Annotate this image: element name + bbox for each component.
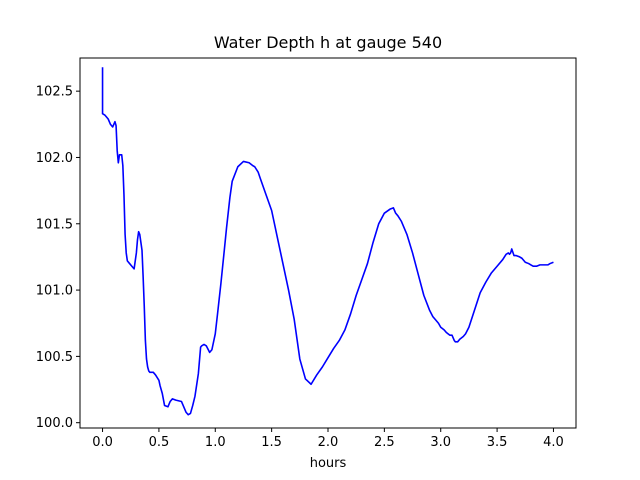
chart-title: Water Depth h at gauge 540 — [214, 33, 442, 52]
x-tick-label: 0.5 — [149, 435, 170, 450]
y-tick-label: 102.5 — [36, 85, 73, 100]
y-tick-label: 100.5 — [36, 350, 73, 365]
y-tick-label: 101.0 — [36, 284, 73, 299]
x-tick-label: 0.0 — [92, 435, 113, 450]
plot-area — [101, 67, 554, 416]
x-tick-label: 3.0 — [430, 435, 451, 450]
x-tick-label: 1.0 — [205, 435, 226, 450]
y-tick-label: 100.0 — [36, 416, 73, 431]
series-line-0 — [101, 67, 554, 416]
x-tick-label: 2.5 — [374, 435, 395, 450]
x-tick-label: 3.5 — [487, 435, 508, 450]
y-tick-label: 101.5 — [36, 217, 73, 232]
x-axis-ticks: 0.0 0.5 1.0 1.5 2.0 2.5 3.0 3.5 4.0 — [92, 428, 564, 450]
y-tick-label: 102.0 — [36, 151, 73, 166]
x-axis-label: hours — [310, 456, 347, 471]
y-axis-ticks: 100.0 100.5 101.0 101.5 102.0 102.5 — [36, 85, 80, 431]
plot-frame — [79, 57, 577, 429]
x-tick-label: 1.5 — [261, 435, 282, 450]
x-tick-label: 2.0 — [318, 435, 339, 450]
x-tick-label: 4.0 — [543, 435, 564, 450]
